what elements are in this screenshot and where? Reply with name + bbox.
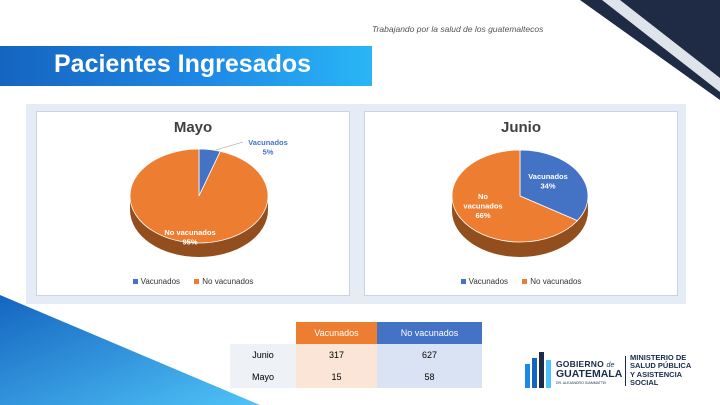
tagline: Trabajando por la salud de los guatemalt…: [372, 24, 544, 34]
chart-mayo: Mayo Vacunados 5% No vacunados 95% Vacunado…: [36, 111, 350, 296]
title-band: [0, 46, 372, 86]
corner-decoration-bottom: [0, 295, 260, 405]
data-label: 95%: [182, 238, 197, 247]
logo-guatemala: GUATEMALA: [556, 368, 623, 380]
chart-legend: Vacunados No vacunados: [37, 277, 349, 286]
column-header-vacunados: Vacunados: [296, 322, 377, 344]
page-title: Pacientes Ingresados: [54, 50, 312, 78]
cell-vacunados: 15: [296, 366, 377, 388]
logo-ministerio-line: Y ASISTENCIA: [630, 369, 683, 379]
data-label: 34%: [540, 182, 555, 191]
leader-line: [215, 141, 244, 151]
data-label: Vacunados: [248, 138, 288, 147]
logo-divider: [625, 356, 626, 386]
chart-junio: Junio Vacunados 34% No vacunados 66% Vacunad…: [364, 111, 678, 296]
data-table: Vacunados No vacunados Junio 317 627 May…: [230, 322, 482, 388]
logo-ministerio-line: SALUD PÚBLICA: [630, 361, 692, 371]
legend-label: Vacunados: [140, 277, 181, 286]
logo-de: de: [606, 362, 615, 369]
data-label: No vacunados: [164, 228, 215, 237]
legend-swatch-no-vacunados: [194, 279, 200, 285]
table-row: Junio 317 627: [230, 344, 482, 366]
data-label: 66%: [475, 211, 490, 220]
data-label: Vacunados: [528, 172, 568, 181]
table-row: Mayo 15 58: [230, 366, 482, 388]
logo-subtitle: DR. ALEJANDRO GIAMMATTEI: [556, 381, 607, 385]
chart-title: Junio: [501, 119, 541, 136]
legend-swatch-no-vacunados: [522, 279, 528, 285]
logo-ministerio-line: MINISTERIO DE: [630, 353, 687, 362]
row-label: Junio: [230, 344, 296, 366]
legend-swatch-vacunados: [132, 279, 138, 285]
cell-no-vacunados: 58: [376, 366, 482, 388]
logo-emblem-icon: [525, 352, 551, 388]
chart-title: Mayo: [173, 119, 213, 136]
column-header-no-vacunados: No vacunados: [376, 322, 482, 344]
legend-label: No vacunados: [202, 277, 254, 286]
data-label: No: [478, 192, 488, 201]
logo-ministerio-line: SOCIAL: [630, 378, 659, 388]
chart-legend: Vacunados No vacunados: [365, 277, 677, 286]
logo-ministerio: MINISTERIO DE SALUD PÚBLICA Y ASISTENCIA…: [630, 353, 710, 388]
legend-label: Vacunados: [468, 277, 509, 286]
cell-no-vacunados: 627: [376, 344, 482, 366]
legend-label: No vacunados: [530, 277, 582, 286]
government-logo: GOBIERNO de GUATEMALA DR. ALEJANDRO GIAM…: [524, 350, 714, 390]
pie-slice-no-vacunados: [451, 149, 579, 243]
row-label: Mayo: [230, 366, 296, 388]
table-corner: [230, 322, 296, 344]
logo-gobierno-text: GOBIERNO: [556, 359, 604, 369]
cell-vacunados: 317: [296, 344, 377, 366]
legend-swatch-vacunados: [460, 279, 466, 285]
table-header-row: Vacunados No vacunados: [230, 322, 482, 344]
data-label: 5%: [263, 148, 274, 157]
logo-gobierno: GOBIERNO de: [556, 359, 615, 369]
corner-decoration: [580, 0, 720, 100]
data-label: vacunados: [463, 202, 502, 211]
pie-slice-no-vacunados: [129, 148, 269, 244]
